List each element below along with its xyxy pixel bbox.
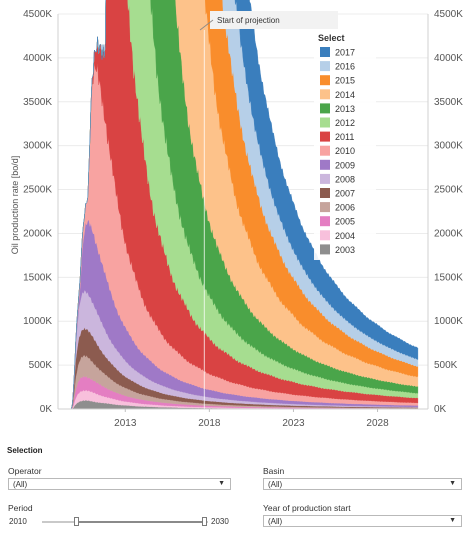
legend-swatch	[320, 61, 330, 72]
legend-swatch	[320, 202, 330, 213]
legend-swatch	[320, 216, 330, 227]
area-series-2017	[68, 0, 419, 410]
legend-label: 2014	[335, 90, 355, 100]
y-tick-label-right: 3500K	[434, 97, 463, 108]
y-axis-left: 0K 500K 1000K 1500K 2000K 2500K 3000K 3500K 4000…	[23, 9, 59, 415]
legend-label: 2003	[335, 245, 355, 255]
legend-label: 2015	[335, 76, 355, 86]
legend-label: 2009	[335, 160, 355, 170]
selection-title: Selection	[7, 446, 43, 455]
area-series-2015	[68, 0, 419, 410]
legend-swatch	[320, 89, 330, 100]
legend-swatch	[320, 47, 330, 57]
legend-label: 2016	[335, 62, 355, 72]
y-tick-label-right: 0K	[434, 404, 447, 415]
y-tick-label-right: 1500K	[434, 272, 463, 283]
legend: Select 2017 2016 2015 2014 2013 2012 2011 2010 2…	[314, 31, 376, 260]
year-start-value: (All)	[268, 517, 283, 526]
production-chart: 0K 500K 1000K 1500K 2000K 2500K 3000K 3500K 4000…	[10, 0, 464, 429]
legend-title: Select	[318, 33, 345, 43]
legend-swatch	[320, 173, 330, 184]
y-tick-label-right: 500K	[434, 360, 458, 371]
projection-annotation: Start of projection	[199, 11, 338, 31]
legend-label: 2017	[335, 48, 355, 58]
y-tick-label: 1000K	[23, 316, 52, 327]
basin-label: Basin	[263, 466, 285, 476]
legend-label: 2005	[335, 217, 355, 227]
legend-swatch	[320, 103, 330, 114]
year-start-label: Year of production start	[263, 503, 351, 513]
y-tick-label-right: 4500K	[434, 9, 463, 20]
y-tick-label: 3000K	[23, 141, 52, 152]
legend-swatch	[320, 117, 330, 128]
y-tick-label: 1500K	[23, 272, 52, 283]
legend-label: 2011	[335, 132, 354, 142]
legend-label: 2006	[335, 203, 355, 213]
y-tick-label-right: 4000K	[434, 53, 463, 64]
y-axis-right: 0K 500K 1000K 1500K 2000K 2500K 3000K 3500K 4000…	[427, 9, 463, 415]
y-tick-label: 0K	[40, 404, 53, 415]
basin-dropdown[interactable]: (All) ▼	[263, 478, 462, 490]
legend-swatch	[320, 244, 330, 255]
legend-swatch	[320, 145, 330, 156]
chevron-down-icon: ▼	[449, 517, 456, 524]
period-slider-min-handle[interactable]	[74, 517, 79, 526]
chevron-down-icon: ▼	[449, 480, 456, 487]
operator-value: (All)	[13, 480, 28, 489]
x-axis: 2013 2018 2023 2028	[58, 408, 428, 429]
selection-panel: Selection Operator (All) ▼ Basin (All) ▼…	[0, 430, 470, 537]
legend-label: 2004	[335, 231, 355, 241]
legend-label: 2012	[335, 118, 355, 128]
legend-swatch	[320, 131, 330, 142]
annotation-text: Start of projection	[217, 16, 280, 25]
y-tick-label-right: 2000K	[434, 228, 463, 239]
x-tick-label: 2023	[282, 418, 305, 429]
annotation-box	[210, 11, 338, 29]
basin-value: (All)	[268, 480, 283, 489]
legend-label: 2008	[335, 174, 355, 184]
operator-dropdown[interactable]: (All) ▼	[8, 478, 231, 490]
y-tick-label: 500K	[29, 360, 53, 371]
period-min: 2010	[9, 517, 27, 526]
chevron-down-icon: ▼	[218, 480, 225, 487]
y-tick-label: 2000K	[23, 228, 52, 239]
y-tick-label: 3500K	[23, 97, 52, 108]
legend-label: 2010	[335, 146, 355, 156]
year-start-dropdown[interactable]: (All) ▼	[263, 515, 462, 527]
y-axis-label: Oil production rate [bo/d]	[10, 156, 20, 255]
x-tick-label: 2028	[366, 418, 389, 429]
x-tick-label: 2018	[198, 418, 221, 429]
period-slider-max-handle[interactable]	[202, 517, 207, 526]
period-slider-range	[77, 521, 205, 523]
annotation-leader	[199, 19, 214, 31]
operator-label: Operator	[8, 466, 42, 476]
area-series-2014	[68, 0, 419, 410]
legend-label: 2007	[335, 189, 355, 199]
area-series-2016	[68, 0, 419, 410]
period-max: 2030	[211, 517, 229, 526]
y-tick-label: 2500K	[23, 185, 52, 196]
legend-label: 2013	[335, 104, 355, 114]
legend-swatch	[320, 230, 330, 241]
y-tick-label: 4500K	[23, 9, 52, 20]
y-tick-label-right: 1000K	[434, 316, 463, 327]
legend-swatch	[320, 188, 330, 198]
period-label: Period	[8, 503, 33, 513]
y-tick-label: 4000K	[23, 53, 52, 64]
y-tick-label-right: 3000K	[434, 141, 463, 152]
x-tick-label: 2013	[114, 418, 137, 429]
legend-swatch	[320, 159, 330, 170]
legend-swatch	[320, 75, 330, 86]
y-tick-label-right: 2500K	[434, 185, 463, 196]
